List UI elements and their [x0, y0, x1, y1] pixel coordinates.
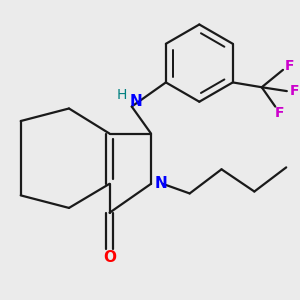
Text: O: O	[103, 250, 116, 265]
Text: F: F	[285, 59, 295, 73]
Text: H: H	[117, 88, 127, 102]
Text: F: F	[274, 106, 284, 120]
Text: F: F	[290, 84, 299, 98]
Text: N: N	[129, 94, 142, 109]
Text: N: N	[154, 176, 167, 191]
